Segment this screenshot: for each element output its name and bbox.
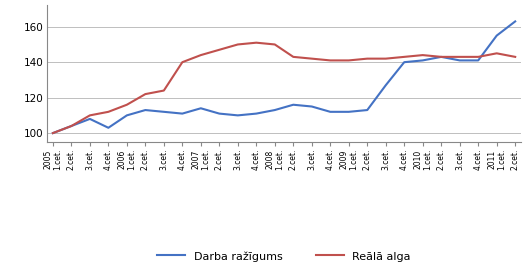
Darba ražīgums — [105, 126, 112, 129]
Reālā alga — [216, 48, 222, 51]
Reālā alga — [179, 61, 186, 64]
Darba ražīgums — [179, 112, 186, 115]
Reālā alga — [512, 55, 518, 58]
Darba ražīgums — [382, 84, 389, 87]
Darba ražīgums — [235, 114, 241, 117]
Darba ražīgums — [50, 132, 56, 135]
Reālā alga — [198, 54, 204, 57]
Reālā alga — [271, 43, 278, 46]
Darba ražīgums — [420, 59, 426, 62]
Reālā alga — [364, 57, 370, 60]
Legend: Darba ražīgums, Reālā alga: Darba ražīgums, Reālā alga — [153, 246, 416, 266]
Darba ražīgums — [457, 59, 463, 62]
Darba ražīgums — [309, 105, 315, 108]
Darba ražīgums — [438, 55, 444, 58]
Darba ražīgums — [124, 114, 130, 117]
Darba ražīgums — [271, 108, 278, 112]
Darba ražīgums — [142, 108, 148, 112]
Darba ražīgums — [327, 110, 333, 114]
Reālā alga — [382, 57, 389, 60]
Darba ražīgums — [253, 112, 259, 115]
Darba ražīgums — [493, 34, 500, 37]
Reālā alga — [401, 55, 408, 58]
Reālā alga — [290, 55, 297, 58]
Darba ražīgums — [401, 61, 408, 64]
Reālā alga — [87, 114, 93, 117]
Reālā alga — [50, 132, 56, 135]
Darba ražīgums — [290, 103, 297, 106]
Darba ražīgums — [512, 20, 518, 23]
Line: Reālā alga: Reālā alga — [53, 43, 515, 133]
Darba ražīgums — [68, 124, 75, 128]
Reālā alga — [142, 93, 148, 96]
Reālā alga — [160, 89, 167, 92]
Reālā alga — [493, 52, 500, 55]
Reālā alga — [68, 124, 75, 128]
Reālā alga — [309, 57, 315, 60]
Darba ražīgums — [475, 59, 481, 62]
Reālā alga — [457, 55, 463, 58]
Reālā alga — [235, 43, 241, 46]
Reālā alga — [420, 54, 426, 57]
Darba ražīgums — [216, 112, 222, 115]
Darba ražīgums — [198, 107, 204, 110]
Darba ražīgums — [87, 117, 93, 121]
Reālā alga — [105, 110, 112, 114]
Darba ražīgums — [346, 110, 352, 114]
Reālā alga — [346, 59, 352, 62]
Reālā alga — [327, 59, 333, 62]
Reālā alga — [253, 41, 259, 44]
Darba ražīgums — [364, 108, 370, 112]
Line: Darba ražīgums: Darba ražīgums — [53, 21, 515, 133]
Reālā alga — [124, 103, 130, 106]
Reālā alga — [475, 55, 481, 58]
Darba ražīgums — [160, 110, 167, 114]
Reālā alga — [438, 55, 444, 58]
